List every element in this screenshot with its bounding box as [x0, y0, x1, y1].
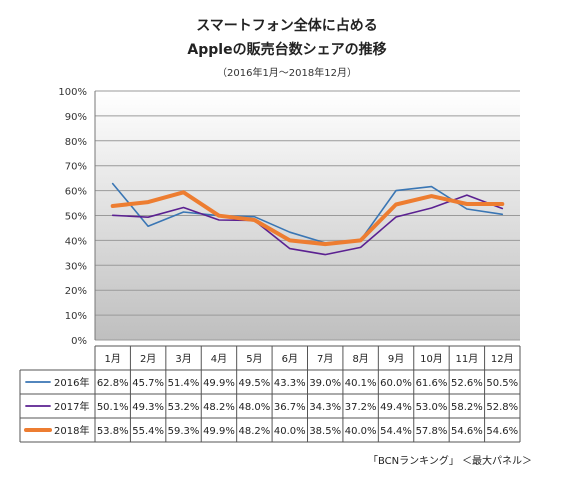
data-label: 52.6%	[451, 378, 483, 389]
data-label: 50.5%	[486, 378, 518, 389]
x-tick-label: 9月	[388, 353, 404, 365]
y-tick-label: 50%	[65, 212, 87, 223]
data-label: 61.6%	[416, 378, 448, 389]
data-label: 54.4%	[380, 426, 412, 437]
data-label: 48.2%	[238, 426, 270, 437]
data-label: 53.2%	[168, 402, 200, 413]
data-label: 49.3%	[132, 402, 164, 413]
x-tick-label: 10月	[420, 353, 443, 365]
data-label: 39.0%	[309, 378, 341, 389]
x-tick-label: 8月	[352, 353, 368, 365]
y-tick-label: 80%	[65, 137, 87, 148]
data-label: 38.5%	[309, 426, 341, 437]
x-tick-label: 1月	[105, 353, 121, 365]
chart-subtitle: （2016年1月～2018年12月）	[217, 66, 357, 79]
chart-title-line1: スマートフォン全体に占める	[196, 17, 378, 34]
x-tick-label: 12月	[491, 353, 514, 365]
y-tick-label: 40%	[65, 236, 87, 247]
data-label: 34.3%	[309, 402, 341, 413]
data-label: 55.4%	[132, 426, 164, 437]
legend-label: 2017年	[54, 400, 89, 413]
data-label: 49.9%	[203, 378, 235, 389]
data-label: 49.5%	[238, 378, 270, 389]
data-table: 1月 2月 3月 4月 5月 6月 7月 8月 9月 10月 11月 12月 2016年 62.8% 45.…	[19, 345, 521, 443]
x-tick-label: 4月	[211, 353, 227, 365]
y-tick-label: 30%	[65, 261, 87, 272]
y-tick-label: 100%	[58, 87, 87, 98]
y-tick-label: 60%	[65, 187, 87, 198]
series-lines	[110, 182, 505, 256]
x-tick-label: 6月	[282, 353, 298, 365]
data-label: 57.8%	[416, 426, 448, 437]
data-label: 49.4%	[380, 402, 412, 413]
data-label: 36.7%	[274, 402, 306, 413]
x-tick-label: 5月	[246, 353, 262, 365]
data-label: 50.1%	[97, 402, 129, 413]
x-tick-label: 3月	[175, 353, 191, 365]
x-tick-label: 11月	[456, 353, 479, 365]
data-label: 40.0%	[274, 426, 306, 437]
data-label: 53.8%	[97, 426, 129, 437]
y-axis: 0% 10% 20% 30% 40% 50% 60% 70% 80% 90% 100%	[58, 87, 96, 347]
data-label: 51.4%	[168, 378, 200, 389]
data-label: 43.3%	[274, 378, 306, 389]
data-label: 40.1%	[345, 378, 377, 389]
data-label: 60.0%	[380, 378, 412, 389]
data-label: 54.6%	[451, 426, 483, 437]
series-line-1	[111, 194, 504, 256]
data-label: 52.8%	[486, 402, 518, 413]
series-line-2	[110, 190, 505, 247]
series-line-0	[111, 182, 504, 244]
legend-label: 2016年	[54, 376, 89, 389]
data-label: 45.7%	[132, 378, 164, 389]
data-label: 37.2%	[345, 402, 377, 413]
data-label: 48.2%	[203, 402, 235, 413]
x-tick-label: 7月	[317, 353, 333, 365]
chart-title-line2: Appleの販売台数シェアの推移	[187, 41, 386, 58]
y-tick-label: 20%	[65, 286, 87, 297]
y-tick-label: 0%	[71, 336, 87, 347]
data-label: 58.2%	[451, 402, 483, 413]
data-label: 59.3%	[168, 426, 200, 437]
x-tick-label: 2月	[140, 353, 156, 365]
gridlines	[95, 90, 520, 341]
data-label: 40.0%	[345, 426, 377, 437]
y-tick-label: 10%	[65, 311, 87, 322]
source-note: 「BCNランキング」 ＜最大パネル＞	[368, 454, 532, 467]
data-label: 48.0%	[238, 402, 270, 413]
legend-label: 2018年	[54, 424, 89, 437]
data-label: 53.0%	[416, 402, 448, 413]
data-label: 62.8%	[97, 378, 129, 389]
y-tick-label: 70%	[65, 162, 87, 173]
data-label: 54.6%	[486, 426, 518, 437]
data-label: 49.9%	[203, 426, 235, 437]
y-tick-label: 90%	[65, 112, 87, 123]
